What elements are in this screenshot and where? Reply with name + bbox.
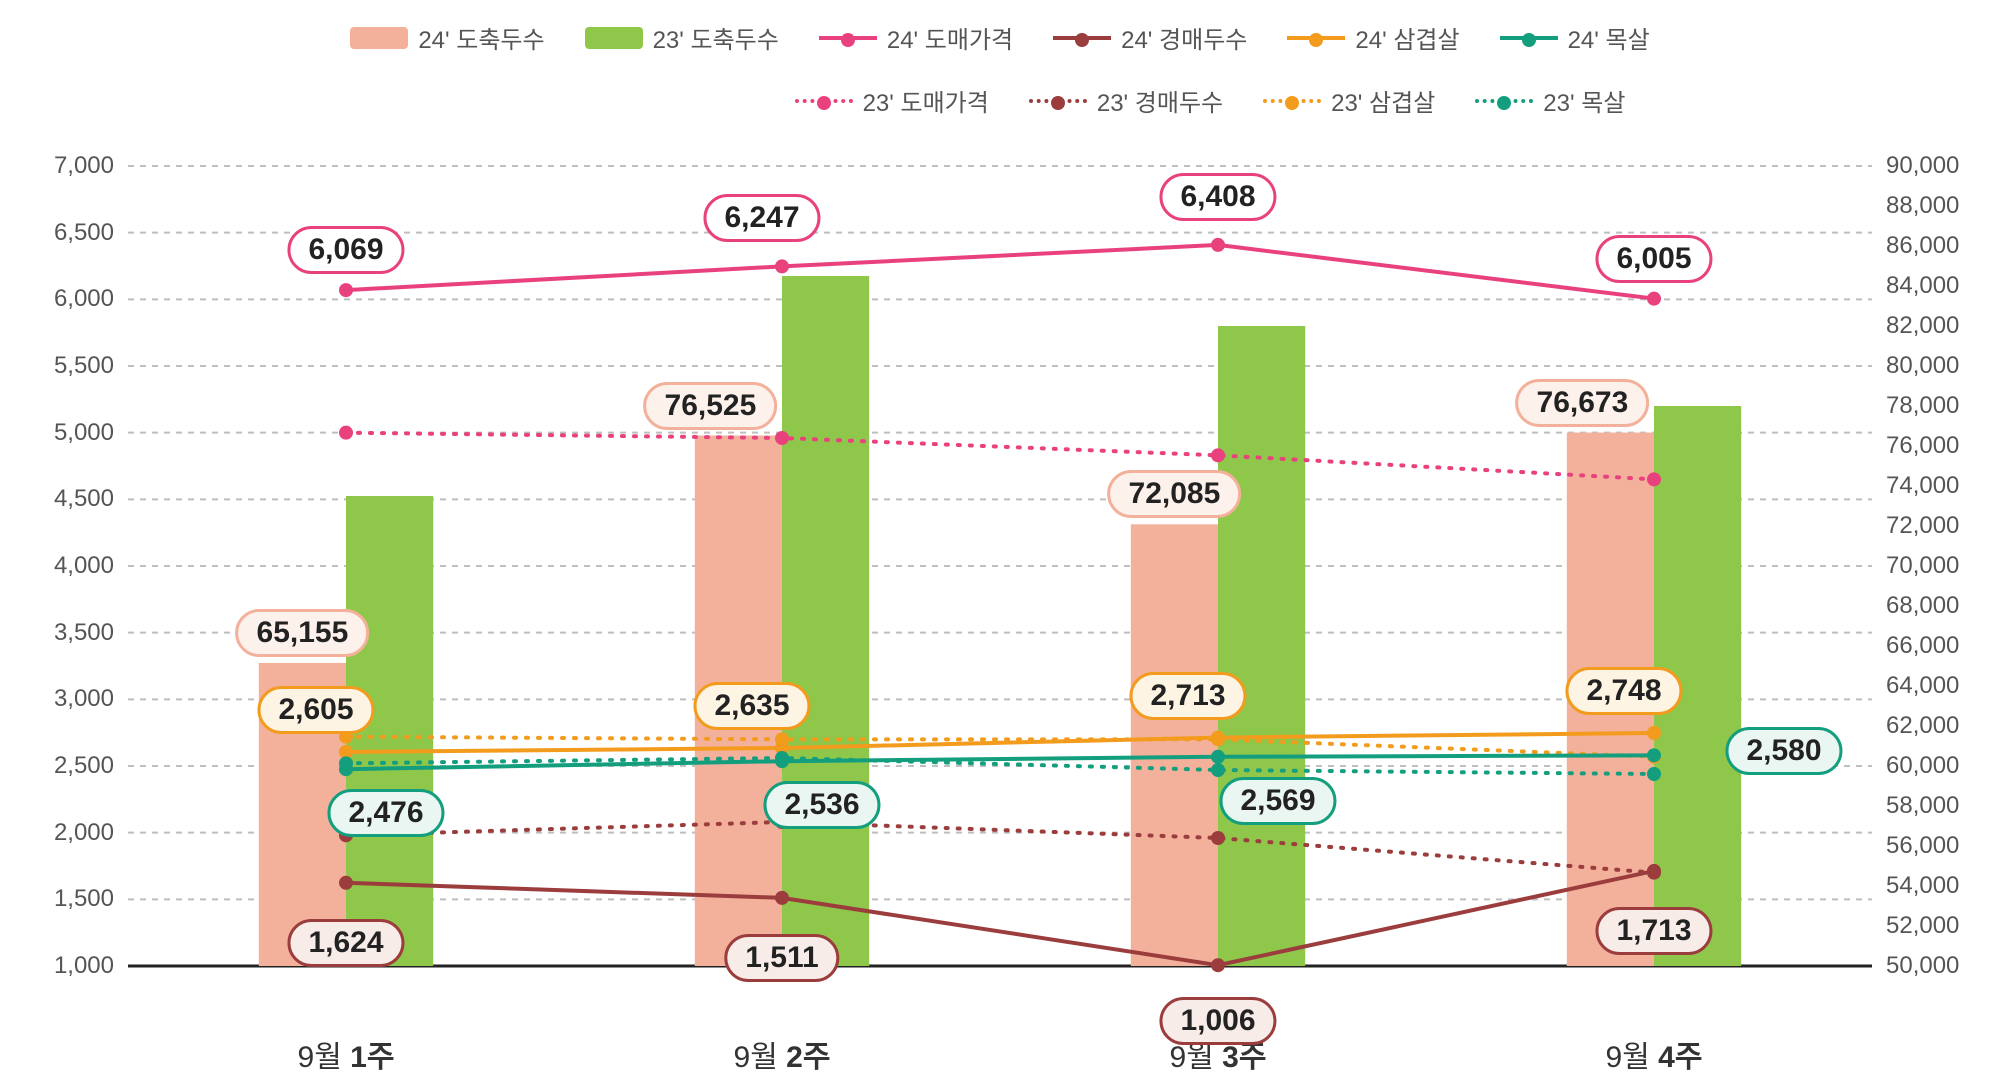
y-right-tick: 80,000 <box>1886 352 1959 380</box>
x-axis-label: 9월 4주 <box>1606 1032 1703 1076</box>
line-label-wholesale_24: 6,408 <box>1159 173 1276 221</box>
y-left-tick: 7,000 <box>20 152 114 180</box>
y-left-tick: 6,500 <box>20 219 114 247</box>
y-left-tick: 4,000 <box>20 552 114 580</box>
y-right-tick: 64,000 <box>1886 672 1959 700</box>
line-label-wholesale_24: 6,247 <box>703 194 820 242</box>
bar-label-slaughter-24: 76,673 <box>1516 379 1650 427</box>
y-left-tick: 1,000 <box>20 952 114 980</box>
legend-swatch-line <box>1500 36 1558 40</box>
y-right-tick: 52,000 <box>1886 912 1959 940</box>
legend-item: 24' 도축두수 <box>350 20 544 55</box>
legend-label: 23' 목살 <box>1543 83 1625 118</box>
line-label-auction_24: 1,624 <box>287 919 404 967</box>
line-label-auction_24: 1,006 <box>1159 997 1276 1045</box>
y-left-tick: 3,500 <box>20 619 114 647</box>
y-left-tick: 5,000 <box>20 419 114 447</box>
y-right-tick: 70,000 <box>1886 552 1959 580</box>
legend-swatch-line <box>1475 99 1533 103</box>
legend-swatch-line <box>819 36 877 40</box>
y-right-tick: 84,000 <box>1886 272 1959 300</box>
chart-container: 24' 도축두수 23' 도축두수 24' 도매가격 24' 경매두수 24' 삼겹살 2… <box>20 20 1980 1026</box>
y-right-tick: 58,000 <box>1886 792 1959 820</box>
legend-item: 23' 삼겹살 <box>1263 83 1435 118</box>
y-right-tick: 86,000 <box>1886 232 1959 260</box>
legend-swatch-line <box>1287 36 1345 40</box>
legend-label: 24' 도매가격 <box>887 20 1013 55</box>
line-label-neck_24: 2,580 <box>1725 727 1842 775</box>
legend: 24' 도축두수 23' 도축두수 24' 도매가격 24' 경매두수 24' 삼겹살 2… <box>20 20 1980 118</box>
y-right-tick: 76,000 <box>1886 432 1959 460</box>
line-label-auction_24: 1,713 <box>1595 907 1712 955</box>
legend-item: 23' 목살 <box>1475 83 1625 118</box>
y-right-tick: 82,000 <box>1886 312 1959 340</box>
legend-swatch-line <box>1263 99 1321 103</box>
legend-item: 24' 경매두수 <box>1053 20 1247 55</box>
legend-label: 23' 삼겹살 <box>1331 83 1435 118</box>
y-right-tick: 74,000 <box>1886 472 1959 500</box>
y-right-tick: 88,000 <box>1886 192 1959 220</box>
y-right-tick: 54,000 <box>1886 872 1959 900</box>
legend-swatch-line <box>1029 99 1087 103</box>
line-label-neck_24: 2,536 <box>763 781 880 829</box>
legend-label: 23' 도매가격 <box>863 83 989 118</box>
legend-item: 24' 목살 <box>1500 20 1650 55</box>
line-label-wholesale_24: 6,069 <box>287 226 404 274</box>
y-right-tick: 72,000 <box>1886 512 1959 540</box>
legend-swatch-bar <box>350 27 408 49</box>
line-label-auction_24: 1,511 <box>724 934 839 982</box>
y-right-tick: 56,000 <box>1886 832 1959 860</box>
legend-item: 24' 도매가격 <box>819 20 1013 55</box>
y-left-tick: 4,500 <box>20 485 114 513</box>
legend-item: 23' 도축두수 <box>585 20 779 55</box>
line-label-belly_24: 2,748 <box>1565 667 1682 715</box>
y-right-tick: 66,000 <box>1886 632 1959 660</box>
legend-swatch-bar <box>585 27 643 49</box>
legend-label: 23' 경매두수 <box>1097 83 1223 118</box>
line-label-belly_24: 2,635 <box>693 682 810 730</box>
y-left-tick: 1,500 <box>20 885 114 913</box>
legend-swatch-line <box>1053 36 1111 40</box>
y-right-tick: 68,000 <box>1886 592 1959 620</box>
bar-label-slaughter-24: 72,085 <box>1108 470 1242 518</box>
line-label-belly_24: 2,605 <box>257 686 374 734</box>
legend-item: 23' 도매가격 <box>795 83 989 118</box>
x-axis-label: 9월 2주 <box>734 1032 831 1076</box>
line-label-wholesale_24: 6,005 <box>1595 235 1712 283</box>
legend-label: 24' 삼겹살 <box>1355 20 1459 55</box>
y-left-tick: 2,500 <box>20 752 114 780</box>
y-right-tick: 62,000 <box>1886 712 1959 740</box>
y-left-tick: 6,000 <box>20 285 114 313</box>
y-left-tick: 2,000 <box>20 819 114 847</box>
x-axis-label: 9월 1주 <box>298 1032 395 1076</box>
y-right-tick: 78,000 <box>1886 392 1959 420</box>
legend-item: 24' 삼겹살 <box>1287 20 1459 55</box>
legend-item: 23' 경매두수 <box>1029 83 1223 118</box>
line-label-belly_24: 2,713 <box>1129 672 1246 720</box>
plot-area: 1,000 1,500 2,000 2,500 3,000 3,500 4,000 4,500… <box>20 146 1980 1026</box>
y-left-tick: 3,000 <box>20 685 114 713</box>
bar-label-slaughter-24: 65,155 <box>236 609 370 657</box>
legend-label: 24' 목살 <box>1568 20 1650 55</box>
legend-label: 24' 도축두수 <box>418 20 544 55</box>
line-label-neck_24: 2,569 <box>1219 777 1336 825</box>
y-left-tick: 5,500 <box>20 352 114 380</box>
legend-label: 23' 도축두수 <box>653 20 779 55</box>
y-right-tick: 60,000 <box>1886 752 1959 780</box>
legend-label: 24' 경매두수 <box>1121 20 1247 55</box>
bar-label-slaughter-24: 76,525 <box>644 382 778 430</box>
line-label-neck_24: 2,476 <box>327 789 444 837</box>
y-right-tick: 50,000 <box>1886 952 1959 980</box>
legend-swatch-line <box>795 99 853 103</box>
y-right-tick: 90,000 <box>1886 152 1959 180</box>
